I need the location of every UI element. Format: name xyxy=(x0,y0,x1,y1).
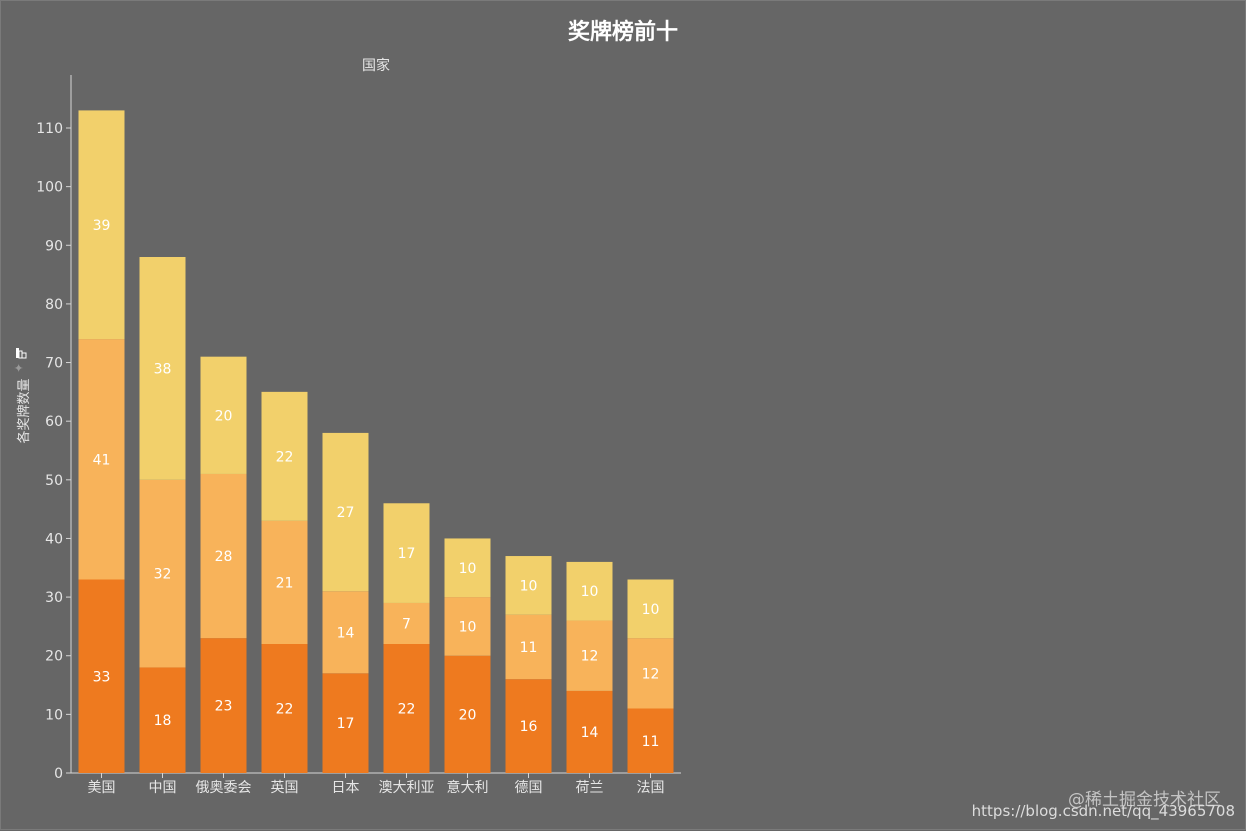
bar-segment xyxy=(78,110,125,340)
bar-labels: 33 41 39 18 32 38 23 28 20 22 21 22 17 14 27 22 7 17 20 10 1… xyxy=(93,218,660,750)
bar-value-label: 23 xyxy=(215,699,233,715)
bar-value-label: 41 xyxy=(93,452,111,468)
bar-segment xyxy=(505,614,552,680)
bar-segment xyxy=(627,579,674,639)
bar-value-label: 20 xyxy=(215,408,233,424)
bar-value-label: 22 xyxy=(398,702,416,718)
bar-segment xyxy=(566,561,613,621)
bar-value-label: 20 xyxy=(459,707,477,723)
x-tick-label: 英国 xyxy=(271,779,299,796)
watermark-url: https://blog.csdn.net/qq_43965708 xyxy=(971,802,1235,820)
x-tick-label: 荷兰 xyxy=(576,780,604,796)
bar-segment xyxy=(383,503,430,603)
x-tick-label: 日本 xyxy=(332,780,360,796)
bar-segment xyxy=(505,556,552,615)
bar-value-label: 11 xyxy=(642,734,660,750)
x-tick-label: 美国 xyxy=(88,780,116,796)
svg-text:✦: ✦ xyxy=(12,363,26,373)
bar-value-label: 7 xyxy=(402,616,411,632)
y-tick-label: 30 xyxy=(45,590,63,606)
bar-segment xyxy=(444,597,491,656)
y-tick-label: 50 xyxy=(45,473,63,489)
bar-segment xyxy=(444,655,491,773)
bar-segment xyxy=(383,644,430,773)
bar-value-label: 38 xyxy=(154,361,172,377)
bar-segment xyxy=(200,356,247,474)
star-icon: ✦ xyxy=(12,363,26,373)
chart-title: 奖牌榜前十 xyxy=(568,19,678,45)
bar-value-label: 12 xyxy=(581,649,599,665)
bar-segment xyxy=(444,538,491,598)
y-tick-label: 100 xyxy=(36,180,63,196)
y-tick-label: 70 xyxy=(45,356,63,372)
y-axis-title-group: 各奖牌数量 xyxy=(16,378,32,443)
x-axis-title: 国家 xyxy=(362,57,390,74)
y-tick-label: 80 xyxy=(45,297,63,313)
bar-value-label: 27 xyxy=(337,505,355,521)
bar-value-label: 14 xyxy=(337,625,355,641)
bar-value-label: 18 xyxy=(154,713,172,729)
bar-segment xyxy=(200,638,247,773)
bar-segment xyxy=(566,690,613,773)
bar-segment xyxy=(139,667,186,773)
bar-value-label: 10 xyxy=(642,602,660,618)
watermark-site: @稀土掘金技术社区 xyxy=(1068,790,1221,810)
bar-segment xyxy=(78,579,125,773)
y-tick-label: 110 xyxy=(36,121,63,137)
bar-segment xyxy=(627,708,674,773)
bar-segment xyxy=(383,602,430,644)
bar-segment xyxy=(627,638,674,709)
bar-segment xyxy=(139,479,186,668)
y-tick-label: 60 xyxy=(45,414,63,430)
bar-value-label: 10 xyxy=(459,619,477,635)
bar-value-label: 10 xyxy=(581,584,599,600)
x-tick-label: 中国 xyxy=(149,780,177,796)
bar-segment xyxy=(200,473,247,639)
x-tick-label: 澳大利亚 xyxy=(379,780,435,796)
y-tick-label: 20 xyxy=(45,649,63,665)
bar-value-label: 12 xyxy=(642,666,660,682)
bar-segment xyxy=(261,644,308,773)
bar-value-label: 22 xyxy=(276,702,294,718)
bars xyxy=(78,110,674,773)
bar-value-label: 14 xyxy=(581,725,599,741)
x-tick-label: 意大利 xyxy=(447,779,489,796)
axes: 0 10 20 30 40 50 60 70 80 90 100 110 美国 中国 俄奥委会 英国 日本 澳大利… xyxy=(36,75,681,796)
y-axis-title: 各奖牌数量 xyxy=(16,378,32,443)
bar-segment xyxy=(322,432,369,592)
bar-segment xyxy=(566,620,613,691)
bar-value-label: 21 xyxy=(276,575,294,591)
x-tick-label: 俄奥委会 xyxy=(196,779,252,796)
bar-segment xyxy=(322,673,369,773)
bar-segment xyxy=(139,257,186,480)
bar-value-label: 22 xyxy=(276,449,294,465)
bar-segment xyxy=(261,391,308,521)
y-tick-label: 90 xyxy=(45,238,63,254)
x-tick-label: 法国 xyxy=(637,780,665,796)
bar-segment xyxy=(322,591,369,674)
y-tick-label: 10 xyxy=(45,707,63,723)
bar-value-label: 10 xyxy=(459,561,477,577)
bar-value-label: 39 xyxy=(93,218,111,234)
bar-value-label: 11 xyxy=(520,640,538,656)
bar-value-label: 33 xyxy=(93,669,111,685)
bar-segment xyxy=(505,679,552,773)
bar-segment xyxy=(261,520,308,644)
bar-value-label: 28 xyxy=(215,549,233,565)
x-tick-label: 德国 xyxy=(515,780,543,796)
bar-value-label: 16 xyxy=(520,719,538,735)
bar-value-label: 17 xyxy=(337,716,355,732)
bar-segment xyxy=(78,339,125,580)
bar-value-label: 17 xyxy=(398,546,416,562)
bar-value-label: 32 xyxy=(154,567,172,583)
y-tick-label: 40 xyxy=(45,531,63,547)
chart-glyph-icon xyxy=(16,348,27,359)
bar-value-label: 10 xyxy=(520,578,538,594)
y-tick-label: 0 xyxy=(54,766,63,782)
